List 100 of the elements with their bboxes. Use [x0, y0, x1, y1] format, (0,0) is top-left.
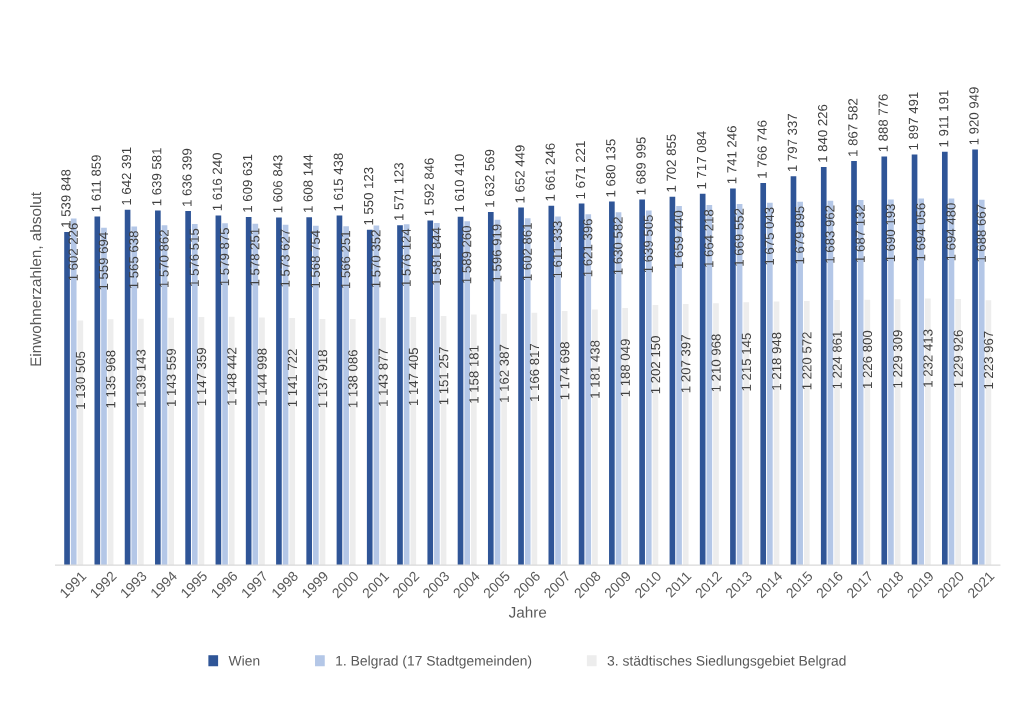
bar [639, 199, 645, 566]
bar [131, 226, 138, 566]
data-label: 1 229 309 [893, 330, 903, 388]
data-label: 1 581 844 [431, 227, 442, 285]
bar [155, 210, 161, 566]
data-label: 1 608 144 [303, 154, 313, 213]
data-label: 1 610 410 [454, 154, 465, 212]
bar [343, 226, 349, 566]
bar [713, 303, 719, 566]
bar [397, 225, 403, 566]
bar [349, 318, 356, 566]
data-label: 1 671 221 [575, 141, 586, 199]
data-label: 1 218 948 [771, 332, 782, 390]
data-label: 1 576 515 [189, 228, 199, 286]
data-label: 1 143 877 [378, 348, 388, 406]
bar [592, 309, 598, 566]
data-label: 1 717 084 [696, 131, 707, 189]
data-label: 1 232 413 [923, 329, 933, 387]
bar [222, 223, 228, 566]
data-label: 1 797 337 [787, 114, 798, 172]
data-label: 1 611 333 [552, 221, 563, 278]
bar [410, 316, 417, 566]
bar [138, 318, 144, 566]
data-label: 1 690 193 [885, 204, 896, 262]
bar [464, 221, 471, 566]
bar [676, 206, 682, 566]
data-label: 1 181 438 [590, 340, 600, 398]
bar [743, 302, 750, 566]
bar [289, 318, 296, 566]
data-label: 1 589 260 [461, 225, 472, 284]
bar [185, 211, 191, 566]
legend-label: 1. Belgrad (17 Stadtgemeinden) [336, 655, 532, 669]
data-label: 1 602 861 [522, 223, 532, 281]
data-label: 1 573 627 [280, 229, 290, 287]
data-label: 1 679 895 [794, 206, 805, 264]
data-label: 1 687 132 [855, 204, 865, 262]
data-label: 1 611 859 [91, 155, 101, 212]
data-label: 1 688 667 [976, 204, 986, 262]
data-label: 1 568 754 [310, 230, 320, 288]
bar [471, 314, 477, 566]
data-label: 1 202 150 [650, 336, 661, 394]
bar [730, 188, 736, 566]
data-label: 1 920 949 [969, 87, 979, 145]
data-label: 1 615 438 [333, 153, 343, 211]
legend-label: Wien [228, 655, 260, 666]
data-label: 1 578 251 [250, 228, 260, 286]
bar [168, 317, 174, 566]
data-label: 1 652 449 [515, 145, 525, 203]
data-label: 1 694 480 [946, 203, 956, 261]
data-label: 1 616 240 [212, 153, 222, 211]
bar [864, 299, 871, 566]
data-label: 1 137 918 [317, 350, 328, 408]
bar [682, 303, 689, 566]
data-label: 1 141 722 [287, 349, 297, 407]
data-label: 1 565 638 [129, 231, 139, 289]
data-label: 1 166 817 [529, 343, 540, 401]
data-label: 1 632 569 [485, 149, 495, 207]
data-label: 1 888 776 [878, 94, 888, 152]
data-label: 1 592 846 [424, 158, 434, 216]
data-label: 1 215 145 [741, 333, 752, 391]
bar [380, 317, 386, 566]
bar [622, 308, 629, 566]
data-label: 1 702 855 [666, 134, 676, 192]
bar [797, 201, 803, 566]
data-label: 1 147 359 [196, 348, 207, 406]
bar [851, 161, 857, 566]
data-label: 1 639 581 [152, 148, 162, 206]
bar [803, 301, 810, 566]
data-label: 1 224 861 [832, 331, 842, 389]
data-label: 1 694 056 [916, 203, 926, 261]
data-label: 1 174 698 [560, 342, 570, 400]
data-label: 1 550 123 [363, 167, 374, 225]
data-label: 1 226 800 [862, 330, 873, 388]
data-label: 1 559 694 [98, 232, 109, 290]
bar [259, 317, 265, 566]
bar [518, 207, 524, 566]
bar [191, 224, 198, 566]
bar [276, 217, 282, 566]
data-label: 1 630 582 [613, 217, 623, 275]
x-axis-title: Jahre [508, 606, 547, 618]
data-label: 1 570 352 [371, 230, 381, 288]
data-label: 1 570 862 [159, 230, 169, 288]
data-label: 1 675 043 [764, 207, 775, 265]
bar [252, 223, 259, 566]
bar [585, 214, 592, 566]
bar [820, 166, 827, 566]
data-label: 1 840 226 [817, 104, 828, 162]
data-label: 1 867 582 [848, 98, 858, 156]
data-label: 1 911 191 [939, 90, 949, 147]
data-label: 1 897 491 [908, 92, 919, 150]
bar [609, 201, 615, 566]
data-label: 1 579 875 [219, 228, 230, 286]
data-label: 1 210 968 [711, 334, 721, 392]
legend-label: 3. städtisches Siedlungsgebiet Belgrad [607, 655, 846, 669]
data-label: 1 664 218 [704, 209, 714, 267]
bar [972, 149, 978, 566]
data-label: 1 130 505 [75, 351, 86, 409]
data-label: 1 138 086 [348, 350, 358, 408]
data-label: 1 135 968 [106, 350, 116, 408]
data-label: 1 566 251 [340, 231, 351, 289]
